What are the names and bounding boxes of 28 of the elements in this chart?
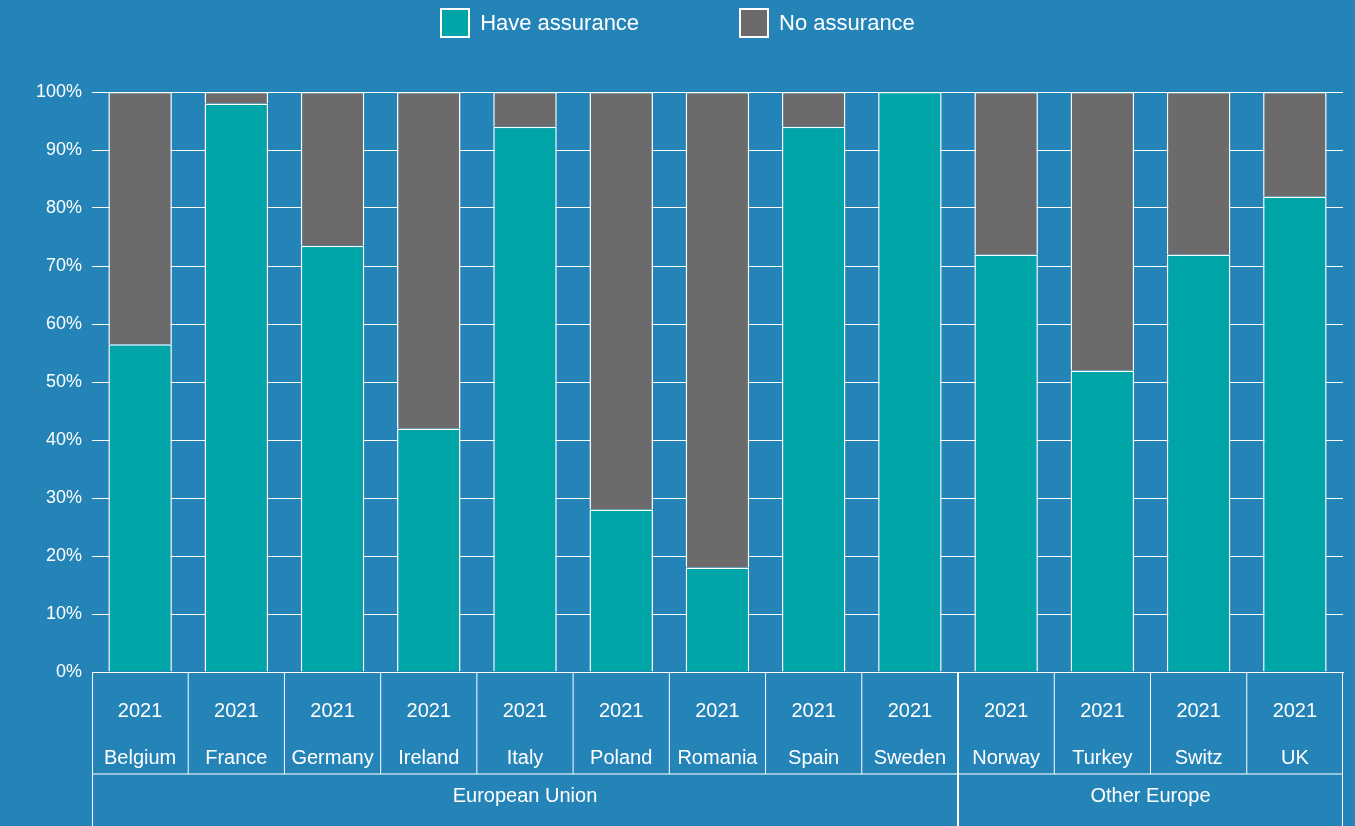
y-tick-label: 60% xyxy=(45,312,82,333)
category-label: 2021 Romania xyxy=(677,699,758,769)
legend-label: No assurance xyxy=(779,10,915,36)
x-axis-title: European Union xyxy=(452,783,598,806)
category-label: 2021 Sweden xyxy=(873,699,947,769)
y-tick-label: 40% xyxy=(45,428,82,449)
category-label: 2021 Spain xyxy=(788,699,840,769)
category-label: 2021 Ireland xyxy=(398,699,460,769)
category-label: 2021 Poland xyxy=(590,699,653,769)
y-tick-label: 70% xyxy=(45,254,82,275)
y-tick-label: 50% xyxy=(45,370,82,391)
category-label: 2021 France xyxy=(205,699,268,769)
y-tick-label: 20% xyxy=(45,544,82,565)
y-tick-label: 80% xyxy=(45,196,82,217)
category-label: 2021 Turkey xyxy=(1072,699,1133,769)
y-tick-label: 10% xyxy=(45,602,82,623)
y-tick-label: 90% xyxy=(45,138,82,159)
category-label: 2021 Belgium xyxy=(103,699,177,769)
y-tick-label: 0% xyxy=(55,660,82,681)
category-label: 2021 UK xyxy=(1272,699,1318,769)
legend-label: Have assurance xyxy=(480,10,640,36)
y-tick-label: 100% xyxy=(35,80,82,101)
category-label: 2021 Norway xyxy=(972,699,1041,769)
category-label: 2021 Switz xyxy=(1174,699,1223,769)
x-axis-title: Other Europe xyxy=(1090,783,1211,806)
y-tick-label: 30% xyxy=(45,486,82,507)
category-label: 2021 Germany xyxy=(291,699,374,769)
category-label: 2021 Italy xyxy=(502,699,548,769)
